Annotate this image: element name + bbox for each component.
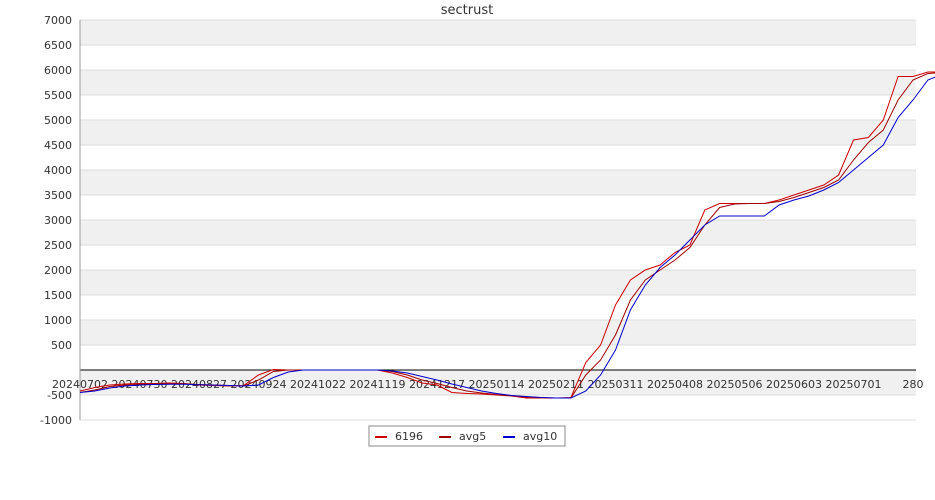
background-band (80, 70, 916, 95)
y-tick-label: 2500 (44, 239, 72, 252)
x-tick-label: 20250506 (707, 378, 763, 391)
y-tick-label: 5000 (44, 114, 72, 127)
series-line-6196 (79, 71, 935, 399)
y-tick-label: -500 (47, 389, 72, 402)
y-tick-label: 1000 (44, 314, 72, 327)
y-tick-label: 500 (51, 339, 72, 352)
y-tick-label: 2000 (44, 264, 72, 277)
x-tick-label: 20250408 (647, 378, 703, 391)
y-tick-label: 7000 (44, 14, 72, 27)
x-tick-label: 20250603 (766, 378, 822, 391)
x-tick-label: 20250211 (528, 378, 584, 391)
background-band (80, 270, 916, 295)
legend-label-avg5: avg5 (459, 430, 486, 443)
y-tick-label: 6000 (44, 64, 72, 77)
y-tick-label: 3500 (44, 189, 72, 202)
y-tick-label: 5500 (44, 89, 72, 102)
y-tick-label: -1000 (40, 414, 72, 427)
chart-title: sectrust (441, 3, 493, 18)
legend: 6196 avg5 avg10 (368, 425, 566, 447)
series-line-avg5 (79, 72, 935, 399)
background-band (80, 120, 916, 145)
y-tick-label: 6500 (44, 39, 72, 52)
x-tick-label: 20250701 (826, 378, 882, 391)
y-tick-label: 1500 (44, 289, 72, 302)
x-tick-label: 20250114 (469, 378, 525, 391)
x-tick-label: 20241119 (350, 378, 406, 391)
background-band (80, 220, 916, 245)
legend-label-avg10: avg10 (523, 430, 557, 443)
x-tick-label: 20241022 (290, 378, 346, 391)
background-band (80, 320, 916, 345)
y-axis-ticks: -1000 -500 500 1000 1500 2000 2500 3000 3500 4000… (40, 14, 72, 427)
x-tick-label: 280 (903, 378, 924, 391)
plot-background-bands (80, 20, 916, 395)
background-band (80, 170, 916, 195)
x-tick-label: 20250311 (588, 378, 644, 391)
legend-label-6196: 6196 (395, 430, 423, 443)
y-tick-label: 4000 (44, 164, 72, 177)
background-band (80, 370, 916, 395)
y-tick-label: 3000 (44, 214, 72, 227)
legend-box (368, 425, 566, 447)
y-tick-label: 4500 (44, 139, 72, 152)
background-band (80, 20, 916, 45)
series-line-avg10 (79, 76, 935, 399)
series-lines (79, 71, 935, 399)
